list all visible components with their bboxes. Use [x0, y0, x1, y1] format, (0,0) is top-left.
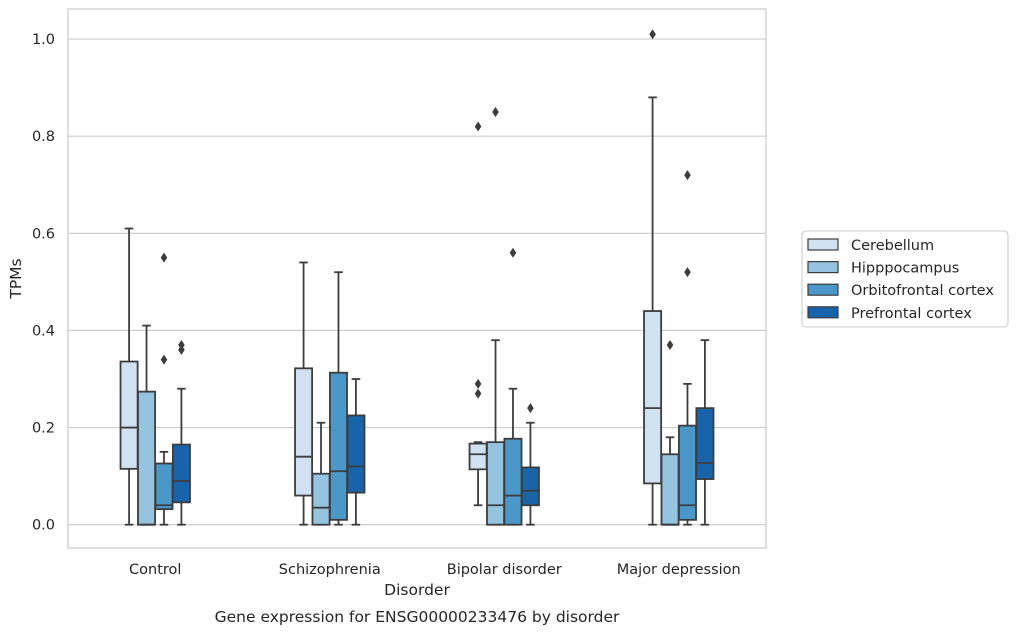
- box-iqr: [486, 441, 505, 526]
- legend-label: Cerebellum: [851, 238, 934, 254]
- box-cerebellum: [468, 121, 488, 507]
- box-series: [119, 29, 715, 526]
- box-iqr: [468, 442, 488, 471]
- box-iqr: [119, 360, 139, 470]
- box-prefrontal-cortex: [171, 340, 191, 526]
- outlier-point: [160, 252, 168, 263]
- y-axis-label: TPMs: [7, 258, 25, 299]
- outlier-point: [474, 121, 482, 132]
- box-hipppocampus: [486, 106, 505, 526]
- chart-caption: Gene expression for ENSG00000233476 by d…: [215, 608, 620, 626]
- legend-swatch: [807, 306, 839, 319]
- y-tick-label: 0.2: [32, 421, 55, 437]
- y-tick-label: 0.0: [32, 518, 55, 534]
- box-hipppocampus: [137, 324, 156, 526]
- outlier-point: [527, 403, 534, 414]
- box-orbitofrontal-cortex: [154, 252, 174, 526]
- outlier-point: [684, 267, 691, 278]
- box-iqr: [329, 371, 348, 521]
- box-iqr: [520, 466, 540, 507]
- box-iqr: [503, 437, 523, 526]
- y-tick-label: 0.4: [32, 323, 55, 339]
- box-iqr: [171, 443, 191, 504]
- box-hipppocampus: [660, 340, 680, 526]
- x-axis-label: Disorder: [384, 581, 450, 599]
- x-tick-label: Bipolar disorder: [447, 562, 562, 578]
- plot-area-frame: [67, 8, 767, 549]
- box-cerebellum: [119, 227, 139, 526]
- outlier-point: [666, 340, 674, 351]
- box-cerebellum: [643, 29, 663, 526]
- outlier-point: [509, 247, 517, 258]
- box-iqr: [346, 414, 366, 494]
- box-orbitofrontal-cortex: [329, 271, 348, 526]
- legend-swatch: [807, 283, 839, 296]
- y-tick-label: 1.0: [32, 32, 55, 48]
- box-iqr: [137, 390, 156, 526]
- legend-label: Hipppocampus: [851, 261, 959, 277]
- y-tick-label: 0.6: [32, 226, 55, 242]
- outlier-point: [649, 29, 656, 40]
- y-tick-label: 0.8: [32, 129, 55, 145]
- x-tick-label: Schizophrenia: [279, 562, 381, 578]
- outlier-point: [474, 378, 482, 389]
- box-iqr: [695, 407, 715, 480]
- legend-label: Prefrontal cortex: [851, 306, 972, 322]
- x-tick-label: Major depression: [617, 562, 741, 578]
- box-iqr: [294, 367, 314, 497]
- box-cerebellum: [294, 261, 314, 526]
- box-iqr: [154, 462, 174, 511]
- x-tick-label: Control: [129, 562, 181, 578]
- box-iqr: [311, 472, 331, 526]
- legend-label: Orbitofrontal cortex: [851, 283, 994, 299]
- box-iqr: [643, 310, 663, 485]
- legend-frame: [801, 230, 1009, 328]
- box-iqr: [660, 453, 680, 526]
- box-hipppocampus: [311, 421, 331, 526]
- outlier-point: [684, 170, 691, 181]
- outlier-point: [492, 106, 499, 117]
- box-orbitofrontal-cortex: [678, 170, 697, 526]
- box-prefrontal-cortex: [520, 403, 540, 526]
- box-orbitofrontal-cortex: [503, 247, 523, 526]
- outlier-point: [160, 354, 168, 365]
- outlier-point: [474, 388, 482, 399]
- y-tick-labels: 0.0 0.2 0.4 0.6 0.8 1.0: [32, 32, 55, 534]
- legend-swatch: [807, 261, 839, 274]
- legend-swatch: [807, 238, 839, 251]
- box-prefrontal-cortex: [346, 378, 366, 526]
- box-prefrontal-cortex: [695, 339, 715, 526]
- outlier-point: [178, 340, 185, 351]
- x-tick-labels: Control Schizophrenia Bipolar disorder Majo…: [129, 562, 741, 578]
- legend: Cerebellum Hipppocampus Orbitofrontal cort…: [801, 230, 1009, 328]
